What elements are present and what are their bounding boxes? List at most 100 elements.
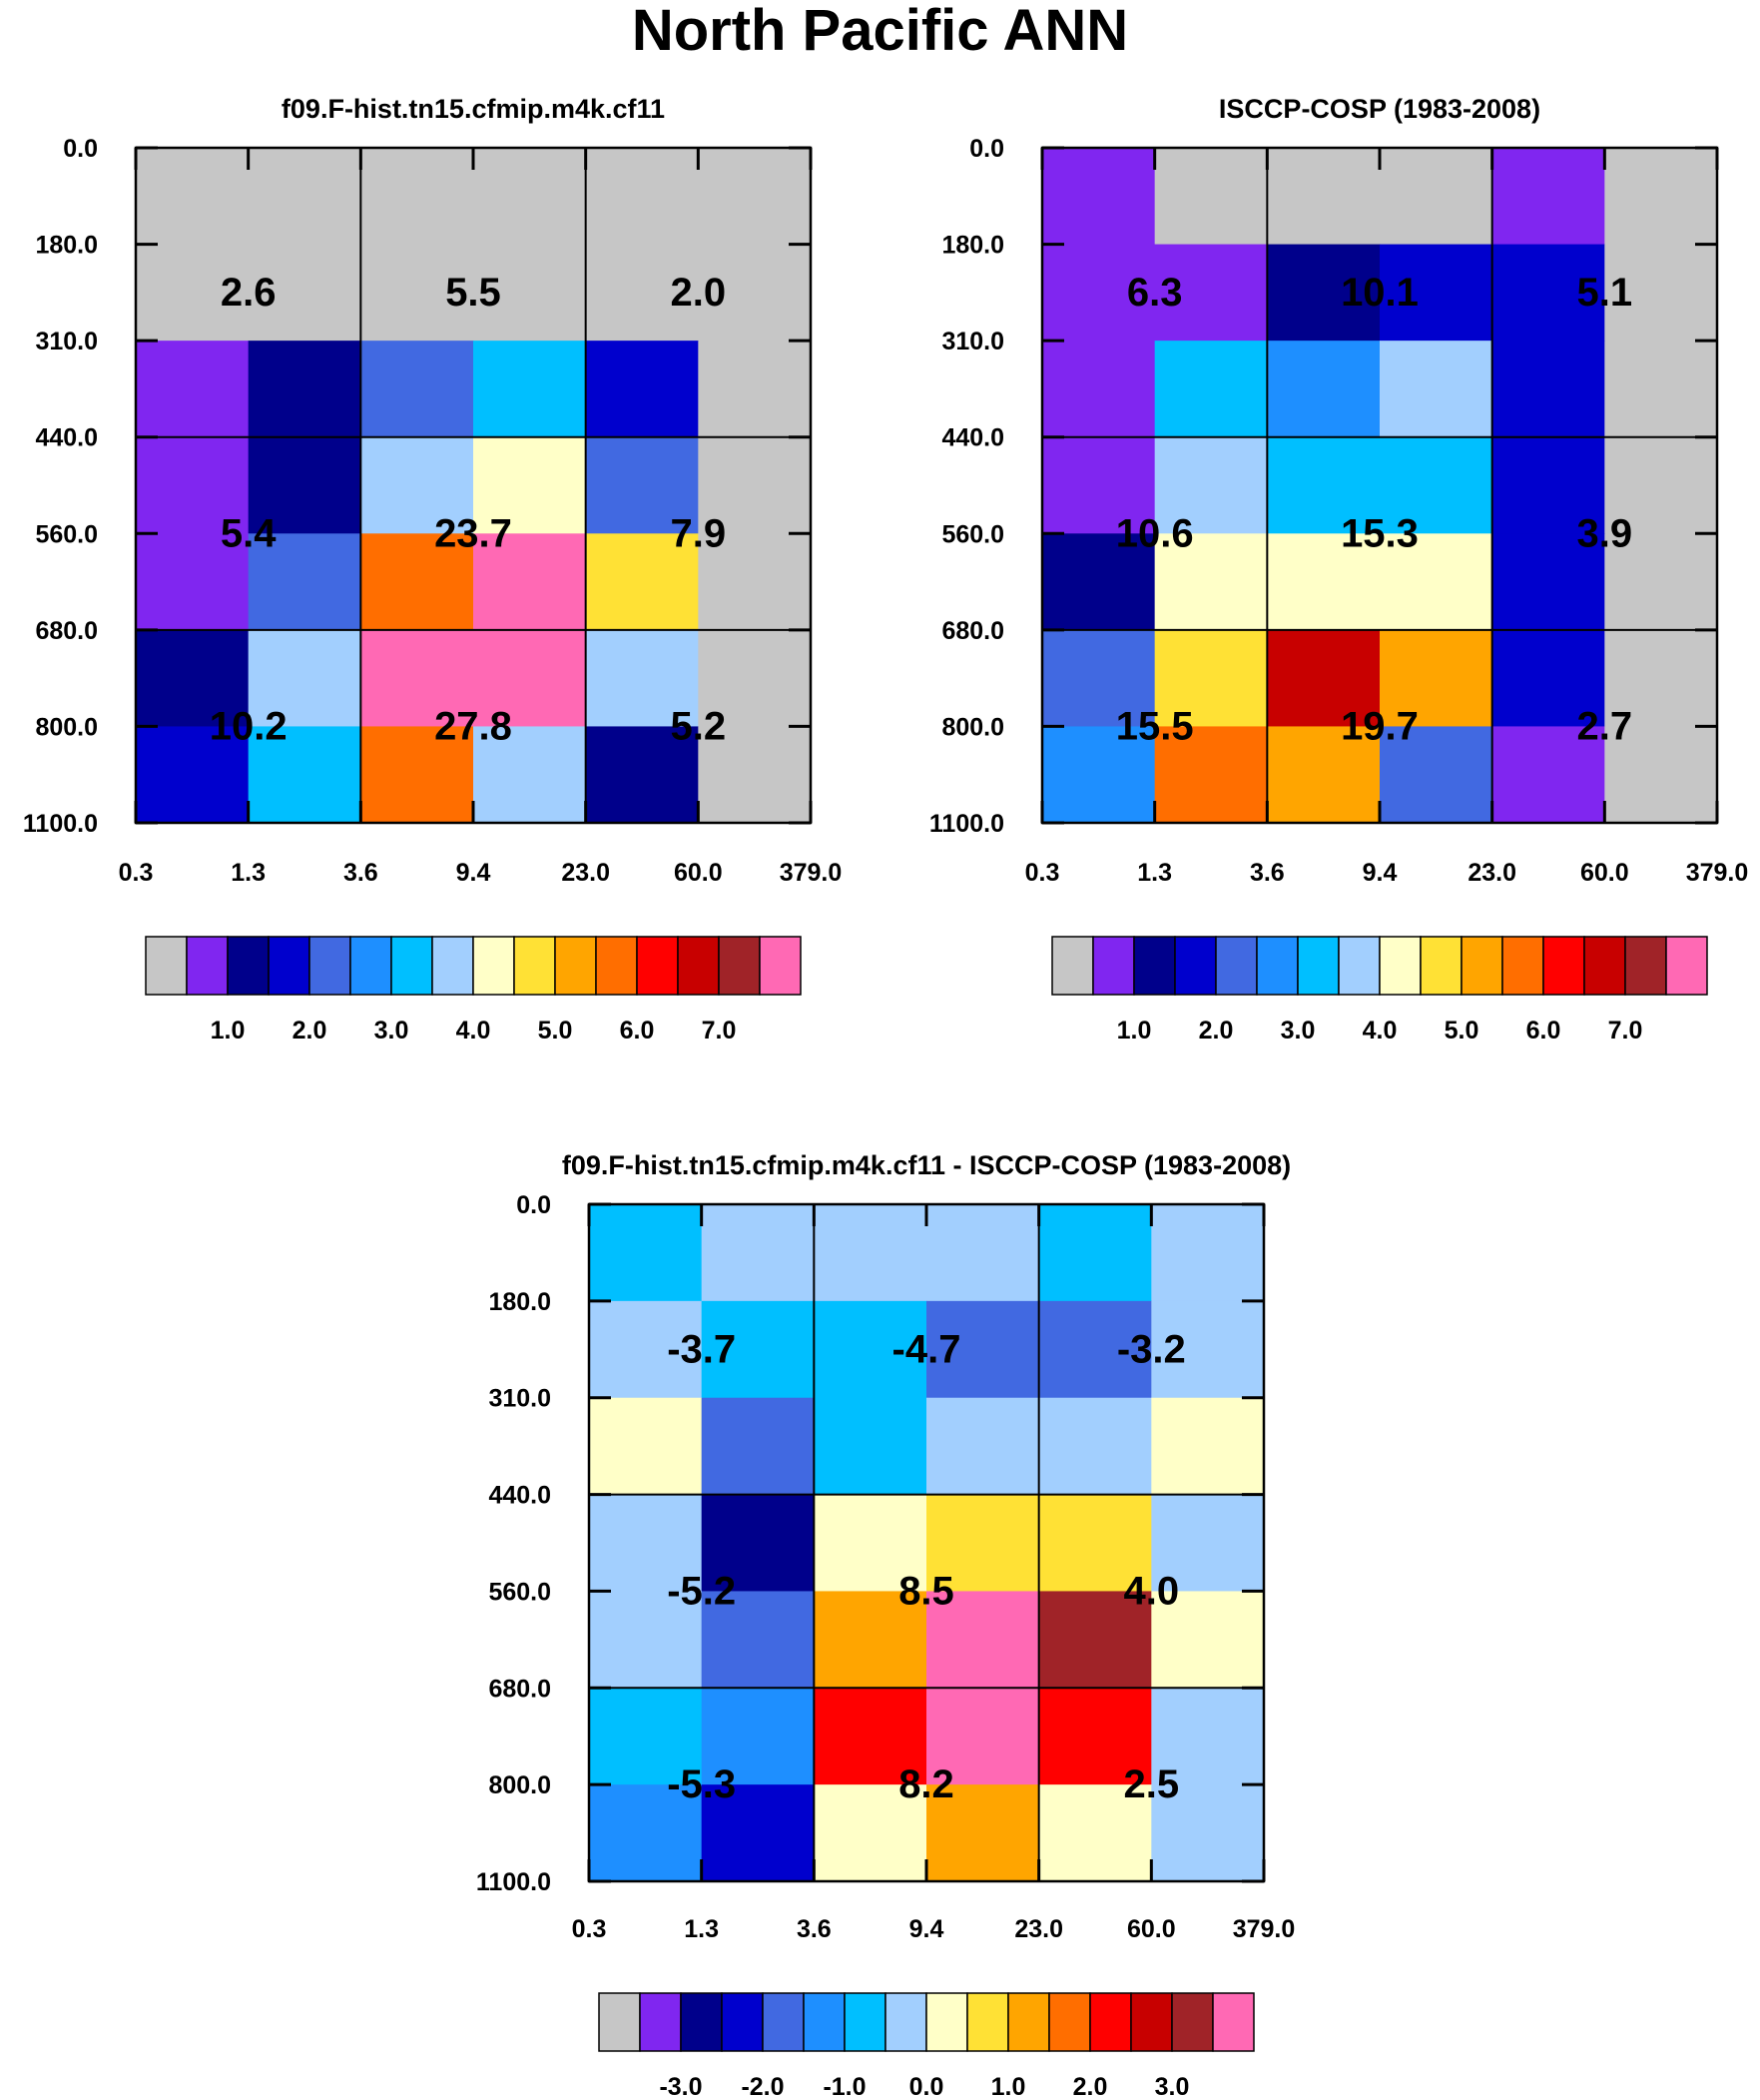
colorbar-swatch — [925, 1992, 968, 2052]
heatmap-cell — [814, 1494, 927, 1593]
heatmap-cell — [1380, 148, 1493, 246]
heatmap-cell — [1042, 726, 1156, 824]
y-tick-label: 680.0 — [941, 617, 1004, 645]
heatmap-cell — [1038, 1204, 1152, 1302]
heatmap-cell — [1042, 533, 1156, 631]
y-tick-label: 800.0 — [35, 713, 98, 741]
heatmap-cell — [1604, 629, 1718, 728]
heatmap-cell — [814, 1397, 927, 1496]
panel-obs: ISCCP-COSP (1983-2008) 0.0 180.0 310.0 440.0… — [929, 94, 1748, 1045]
x-tick-label: 1.3 — [684, 1915, 719, 1943]
colorbar-swatch — [639, 1992, 682, 2052]
colorbar-label: 3.0 — [1155, 2073, 1190, 2100]
value-label: -5.3 — [667, 1762, 736, 1806]
value-label: 5.1 — [1577, 271, 1633, 315]
colorbar-swatch — [1089, 1992, 1132, 2052]
x-tick-label: 23.0 — [561, 859, 610, 887]
heatmap-cell — [1267, 533, 1381, 631]
colorbar-swatch — [1092, 936, 1135, 996]
value-label: 6.3 — [1127, 271, 1183, 315]
colorbar-swatch — [349, 936, 392, 996]
colorbar-swatch — [677, 936, 720, 996]
colorbar-swatch — [268, 936, 310, 996]
heatmap-cell — [1380, 244, 1493, 342]
heatmap-cell — [585, 148, 699, 246]
heatmap-cell — [473, 436, 587, 534]
heatmap-cell — [701, 1591, 815, 1689]
heatmap-cell — [248, 629, 361, 728]
heatmap-cell — [1380, 726, 1493, 824]
colorbar-swatch — [308, 936, 351, 996]
heatmap-cell — [698, 533, 812, 631]
x-tick-label: 1.3 — [231, 859, 266, 887]
heatmap-cell — [698, 341, 812, 438]
heatmap-cell — [1491, 341, 1605, 438]
panel-title: f09.F-hist.tn15.cfmip.m4k.cf11 - ISCCP-C… — [562, 1150, 1291, 1180]
x-tick-label: 60.0 — [1580, 859, 1629, 887]
heatmap-cell — [360, 629, 474, 728]
heatmap-cell — [1604, 148, 1718, 246]
y-tick-label: 180.0 — [941, 232, 1004, 260]
value-label: 2.6 — [221, 271, 277, 315]
y-tick-label: 1100.0 — [929, 810, 1004, 838]
heatmap-cell — [589, 1784, 703, 1882]
value-label: 10.2 — [210, 704, 288, 748]
x-tick-label: 379.0 — [1233, 1915, 1296, 1943]
heatmap-cell — [1154, 244, 1268, 342]
y-tick-label: 560.0 — [35, 520, 98, 548]
y-tick-label: 440.0 — [941, 424, 1004, 452]
heatmap-cell — [698, 629, 812, 728]
heatmap-cell — [136, 341, 250, 438]
heatmap-cell — [585, 726, 699, 824]
value-label: 2.5 — [1124, 1762, 1180, 1806]
heatmap-cell — [1151, 1494, 1265, 1593]
value-label: 8.2 — [898, 1762, 954, 1806]
colorbar-label: 5.0 — [538, 1017, 573, 1045]
y-tick-label: 560.0 — [941, 520, 1004, 548]
colorbar-label: 2.0 — [1073, 2073, 1108, 2100]
colorbar-swatch — [1215, 936, 1258, 996]
heatmap-cell — [926, 1397, 1040, 1496]
heatmap-cell — [1042, 148, 1156, 246]
colorbar-swatch — [636, 936, 679, 996]
colorbar-label: 1.0 — [1117, 1017, 1152, 1045]
colorbar-swatch — [595, 936, 638, 996]
heatmap-cell — [814, 1204, 927, 1302]
heatmap-cell — [1042, 629, 1156, 728]
heatmap-cell — [1154, 436, 1268, 534]
colorbar-label: -3.0 — [659, 2073, 702, 2100]
heatmap-cell — [248, 726, 361, 824]
heatmap-cell — [1151, 1591, 1265, 1689]
heatmap-cell — [1151, 1784, 1265, 1882]
colorbar-swatch — [1007, 1992, 1050, 2052]
heatmap-cell — [926, 1494, 1040, 1593]
heatmap-cell — [589, 1300, 703, 1399]
heatmap-cell — [1042, 436, 1156, 534]
colorbar-label: 5.0 — [1445, 1017, 1479, 1045]
colorbar-label: -1.0 — [823, 2073, 866, 2100]
heatmap-cell — [136, 436, 250, 534]
heatmap-cell — [1491, 436, 1605, 534]
heatmap-cell — [1380, 341, 1493, 438]
heatmap-cell — [589, 1591, 703, 1689]
colorbar-swatch — [1051, 936, 1094, 996]
colorbar-swatch — [1379, 936, 1422, 996]
y-tick-label: 0.0 — [516, 1191, 551, 1219]
colorbar-swatch — [762, 1992, 805, 2052]
heatmap-cell — [701, 1784, 815, 1882]
colorbar-swatch — [513, 936, 556, 996]
heatmap-cell — [360, 341, 474, 438]
colorbar-swatch — [1420, 936, 1463, 996]
heatmap-cell — [360, 726, 474, 824]
heatmap-cell — [473, 726, 587, 824]
heatmap-cell — [1491, 629, 1605, 728]
colorbar-swatch — [431, 936, 474, 996]
x-tick-label: 60.0 — [1127, 1915, 1176, 1943]
heatmap-cell — [248, 244, 361, 342]
heatmap-cell — [926, 1784, 1040, 1882]
heatmap-cell — [814, 1688, 927, 1785]
value-label: 2.7 — [1577, 704, 1633, 748]
colorbar-swatch — [1461, 936, 1503, 996]
heatmap-cell — [698, 436, 812, 534]
